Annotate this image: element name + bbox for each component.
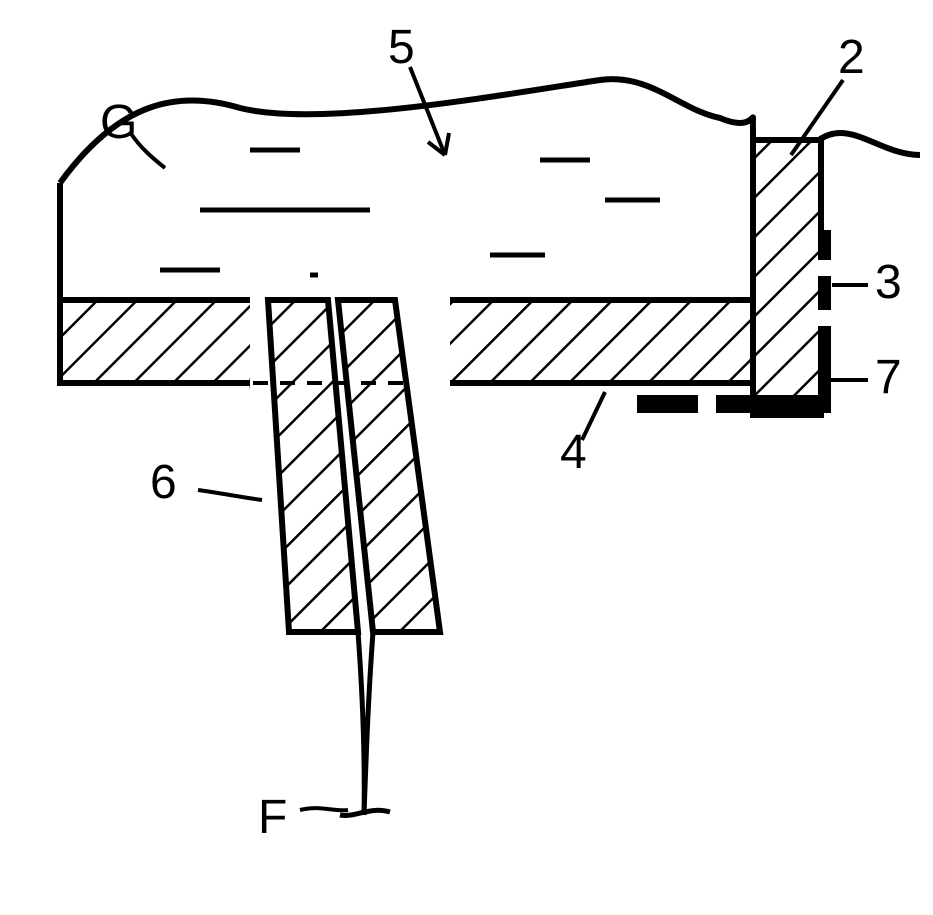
fiber-F (358, 632, 373, 815)
top-right-wavy (819, 133, 920, 155)
label-5: 5 (388, 20, 415, 75)
label-4: 4 (560, 425, 587, 480)
label-F: F (258, 790, 287, 845)
diagram-svg (0, 0, 933, 915)
label-6: 6 (150, 455, 177, 510)
label-G: G (100, 95, 137, 150)
label-2: 2 (838, 30, 865, 85)
region-5-dashes (160, 150, 660, 275)
label-3: 3 (875, 255, 902, 310)
right-wall-2 (753, 140, 821, 415)
label-7: 7 (875, 350, 902, 405)
